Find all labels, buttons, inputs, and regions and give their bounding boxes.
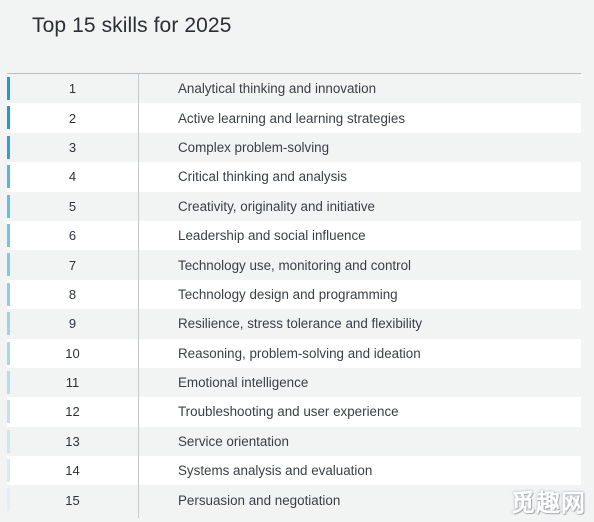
rank-number: 14 (65, 463, 80, 479)
skill-name: Persuasion and negotiation (178, 492, 341, 508)
skill-name: Active learning and learning strategies (178, 110, 406, 126)
rank-number: 4 (68, 169, 77, 185)
skill-name: Technology use, monitoring and control (178, 257, 411, 273)
table-row: 7 Technology use, monitoring and control (7, 250, 581, 280)
rank-number: 7 (68, 257, 77, 273)
table-row: 4 Critical thinking and analysis (7, 162, 581, 192)
rank-accent-bar (7, 194, 10, 218)
table-row: 9 Resilience, stress tolerance and flexib… (7, 309, 581, 339)
skill-name: Creativity, originality and initiative (178, 198, 375, 214)
rank-number: 13 (65, 433, 80, 449)
watermark-logo: 觅趣网 (511, 490, 586, 517)
rank-number: 5 (68, 198, 77, 214)
rank-accent-bar (7, 223, 10, 247)
page-title: Top 15 skills for 2025 (32, 14, 232, 37)
table-row: 6 Leadership and social influence (7, 220, 581, 251)
rank-accent-bar (7, 106, 10, 130)
rank-accent-bar (7, 282, 10, 306)
table-row: 2 Active learning and learning strategies (7, 103, 581, 133)
rank-accent-bar (7, 135, 10, 159)
skill-name: Leadership and social influence (178, 228, 366, 244)
table-row: 10 Reasoning, problem-solving and ideatio… (7, 338, 581, 368)
rank-accent-bar (7, 459, 10, 483)
rank-number: 3 (68, 139, 77, 155)
table-row: 11 Emotional intelligence (7, 367, 581, 398)
table-row: 5 Creativity, originality and initiative (7, 191, 581, 221)
skill-name: Emotional intelligence (178, 375, 309, 391)
skill-name: Complex problem-solving (178, 139, 330, 155)
rank-accent-bar (7, 165, 10, 189)
table-row: 1 Analytical thinking and innovation (7, 74, 581, 104)
rank-number: 12 (65, 404, 80, 420)
table-row: 3 Complex problem-solving (7, 132, 581, 163)
rank-number: 11 (65, 375, 80, 391)
rank-accent-bar (7, 488, 10, 512)
skill-name: Systems analysis and evaluation (178, 463, 373, 479)
table-row: 14 Systems analysis and evaluation (7, 456, 581, 486)
rank-accent-bar (7, 429, 10, 453)
skill-name: Troubleshooting and user experience (178, 404, 399, 420)
rank-accent-bar (7, 370, 10, 394)
rank-accent-bar (7, 341, 10, 365)
skill-name: Technology design and programming (178, 286, 398, 302)
table-row: 15 Persuasion and negotiation (7, 485, 581, 515)
rank-number: 2 (68, 110, 77, 126)
rank-accent-bar (7, 312, 10, 336)
rank-number: 10 (65, 345, 80, 361)
skill-name: Resilience, stress tolerance and flexibi… (178, 316, 423, 332)
table-row: 12 Troubleshooting and user experience (7, 397, 581, 427)
table-row: 8 Technology design and programming (7, 279, 581, 310)
rank-accent-bar (7, 400, 10, 424)
skills-table: 1 Analytical thinking and innovation 2 Acti… (7, 73, 581, 515)
rank-number: 6 (68, 228, 77, 244)
column-divider (138, 73, 139, 518)
skill-name: Reasoning, problem-solving and ideation (178, 345, 421, 361)
skill-name: Critical thinking and analysis (178, 169, 347, 185)
rank-number: 8 (68, 286, 77, 302)
rank-number: 1 (68, 81, 77, 97)
rank-accent-bar (7, 77, 10, 100)
rank-accent-bar (7, 253, 10, 277)
rank-number: 15 (65, 492, 80, 508)
skill-name: Analytical thinking and innovation (178, 81, 377, 97)
rank-number: 9 (68, 316, 77, 332)
skill-name: Service orientation (178, 433, 289, 449)
table-row: 13 Service orientation (7, 426, 581, 457)
